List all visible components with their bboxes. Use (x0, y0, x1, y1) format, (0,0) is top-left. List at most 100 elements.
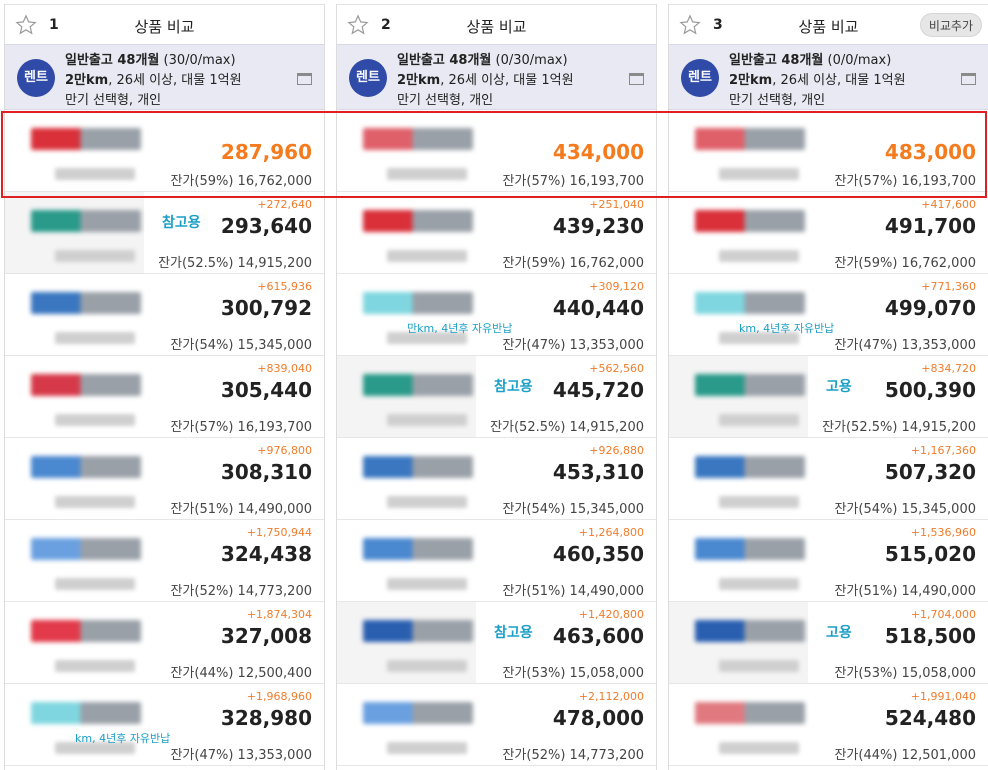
offer-row[interactable]: +1,704,000 518,500 잔가(53%) 15,058,000 고용 (669, 602, 988, 684)
company-name-blurred (719, 660, 799, 672)
monthly-price: 507,320 (884, 460, 976, 484)
company-name-blurred (55, 332, 135, 344)
residual-value: 잔가(59%) 16,762,000 (834, 256, 976, 271)
card-icon[interactable] (629, 73, 644, 85)
residual-value: 잔가(57%) 16,193,700 (502, 174, 644, 189)
offer-row[interactable]: +2,112,000 478,000 잔가(52%) 14,773,200 (337, 684, 656, 766)
rent-badge: 렌트 (17, 59, 55, 97)
price-difference: +976,800 (257, 444, 312, 457)
company-logo-blurred (695, 292, 805, 314)
lowest-monthly-price: 483,000 (884, 140, 976, 164)
offer-row[interactable]: +417,600 491,700 잔가(59%) 16,762,000 (669, 192, 988, 274)
contract-term: 일반출고 48개월 (397, 53, 492, 68)
price-difference: +615,936 (257, 280, 312, 293)
price-difference: +1,420,800 (578, 608, 644, 621)
residual-value: 잔가(52.5%) 14,915,200 (822, 420, 976, 435)
condition-summary[interactable]: 렌트 일반출고 48개월 (0/30/max) 2만km, 26세 이상, 대물 1… (337, 44, 656, 110)
offer-row[interactable]: +1,874,304 327,008 잔가(44%) 12,500,400 (5, 602, 324, 684)
reference-tag: 고용 (824, 622, 854, 642)
company-logo-blurred (695, 374, 805, 396)
return-note: 만km, 4년후 자유반납 (407, 322, 513, 335)
offer-row[interactable]: +272,640 293,640 잔가(52.5%) 14,915,200 참고용 (5, 192, 324, 274)
offer-row[interactable]: +1,420,800 463,600 잔가(53%) 15,058,000 참고용 (337, 602, 656, 684)
company-logo-blurred (31, 620, 141, 642)
company-name-blurred (719, 168, 799, 180)
offer-row[interactable]: +1,264,800 460,350 잔가(51%) 14,490,000 (337, 520, 656, 602)
column-title: 상품 비교 (798, 18, 859, 36)
condition-line-1: 일반출고 48개월 (0/0/max) (729, 51, 906, 71)
company-name-blurred (387, 742, 467, 754)
monthly-price: 500,390 (884, 378, 976, 402)
star-icon[interactable] (347, 14, 369, 36)
company-logo-blurred (31, 702, 141, 724)
offer-row[interactable]: +839,040 305,440 잔가(57%) 16,193,700 (5, 356, 324, 438)
company-logo-blurred (31, 292, 141, 314)
reference-tag: 참고용 (160, 212, 203, 232)
column-title: 상품 비교 (134, 18, 195, 36)
monthly-price: 478,000 (552, 706, 644, 730)
price-difference: +1,536,960 (910, 526, 976, 539)
company-name-blurred (387, 660, 467, 672)
price-difference: +562,560 (589, 362, 644, 375)
offer-row[interactable]: 483,000 잔가(57%) 16,193,700 (669, 110, 988, 192)
offer-row[interactable]: 434,000 잔가(57%) 16,193,700 (337, 110, 656, 192)
condition-summary[interactable]: 렌트 일반출고 48개월 (0/0/max) 2만km, 26세 이상, 대물 1억… (669, 44, 988, 110)
price-difference: +251,040 (589, 198, 644, 211)
residual-value: 잔가(47%) 13,353,000 (170, 748, 312, 763)
condition-line-1: 일반출고 48개월 (0/30/max) (397, 51, 574, 71)
monthly-price: 518,500 (884, 624, 976, 648)
price-difference: +771,360 (921, 280, 976, 293)
mileage: 2만km (397, 73, 441, 88)
reference-tag: 고용 (824, 376, 854, 396)
star-icon[interactable] (679, 14, 701, 36)
card-icon[interactable] (297, 73, 312, 85)
column-number: 1 (49, 17, 59, 33)
star-icon[interactable] (15, 14, 37, 36)
price-difference: +1,167,360 (910, 444, 976, 457)
compare-column: 3 상품 비교 비교추가 렌트 일반출고 48개월 (0/0/max) 2만km, 26세… (668, 4, 988, 770)
offer-row[interactable]: +1,991,040 524,480 잔가(44%) 12,501,000 (669, 684, 988, 766)
company-logo-blurred (695, 538, 805, 560)
offer-row[interactable]: +309,120 440,440 잔가(47%) 13,353,000 만km, 4년… (337, 274, 656, 356)
offer-row[interactable]: +251,040 439,230 잔가(59%) 16,762,000 (337, 192, 656, 274)
company-name-blurred (719, 742, 799, 754)
company-name-blurred (387, 332, 467, 344)
monthly-price: 460,350 (552, 542, 644, 566)
condition-summary[interactable]: 렌트 일반출고 48개월 (30/0/max) 2만km, 26세 이상, 대물 1… (5, 44, 324, 110)
company-name-blurred (719, 250, 799, 262)
offer-row[interactable]: +1,750,944 324,438 잔가(52%) 14,773,200 (5, 520, 324, 602)
condition-line-3: 만기 선택형, 개인 (729, 93, 826, 108)
lowest-monthly-price: 434,000 (552, 140, 644, 164)
column-header: 3 상품 비교 비교추가 (669, 4, 988, 44)
condition-line-2: 2만km, 26세 이상, 대물 1억원 (65, 71, 242, 91)
contract-ratio: (0/30/max) (491, 53, 568, 68)
offer-row[interactable]: +771,360 499,070 잔가(47%) 13,353,000 km, 4년후… (669, 274, 988, 356)
offer-row[interactable]: +1,536,960 515,020 잔가(51%) 14,490,000 (669, 520, 988, 602)
condition-line-2: 2만km, 26세 이상, 대물 1억원 (729, 71, 906, 91)
price-difference: +1,991,040 (910, 690, 976, 703)
monthly-price: 293,640 (220, 214, 312, 238)
price-difference: +834,720 (921, 362, 976, 375)
residual-value: 잔가(47%) 13,353,000 (502, 338, 644, 353)
offer-row[interactable]: +1,968,960 328,980 잔가(47%) 13,353,000 km, 4… (5, 684, 324, 766)
offer-row[interactable]: +562,560 445,720 잔가(52.5%) 14,915,200 참고용 (337, 356, 656, 438)
residual-value: 잔가(54%) 15,345,000 (170, 338, 312, 353)
residual-value: 잔가(53%) 15,058,000 (502, 666, 644, 681)
insurance-terms: , 26세 이상, 대물 1억원 (440, 73, 574, 88)
offer-row[interactable]: +1,167,360 507,320 잔가(54%) 15,345,000 (669, 438, 988, 520)
add-compare-button[interactable]: 비교추가 (919, 13, 982, 37)
offer-row[interactable]: 287,960 잔가(59%) 16,762,000 (5, 110, 324, 192)
offer-row[interactable]: +615,936 300,792 잔가(54%) 15,345,000 (5, 274, 324, 356)
offer-row[interactable]: +834,720 500,390 잔가(52.5%) 14,915,200 고용 (669, 356, 988, 438)
offer-row[interactable]: +976,800 308,310 잔가(51%) 14,490,000 (5, 438, 324, 520)
price-difference: +2,112,000 (578, 690, 644, 703)
residual-value: 잔가(47%) 13,353,000 (834, 338, 976, 353)
column-number: 2 (381, 17, 391, 33)
condition-line-3: 만기 선택형, 개인 (397, 93, 494, 108)
company-name-blurred (387, 496, 467, 508)
card-icon[interactable] (961, 73, 976, 85)
column-header: 1 상품 비교 (5, 4, 324, 44)
offer-row[interactable]: +926,880 453,310 잔가(54%) 15,345,000 (337, 438, 656, 520)
